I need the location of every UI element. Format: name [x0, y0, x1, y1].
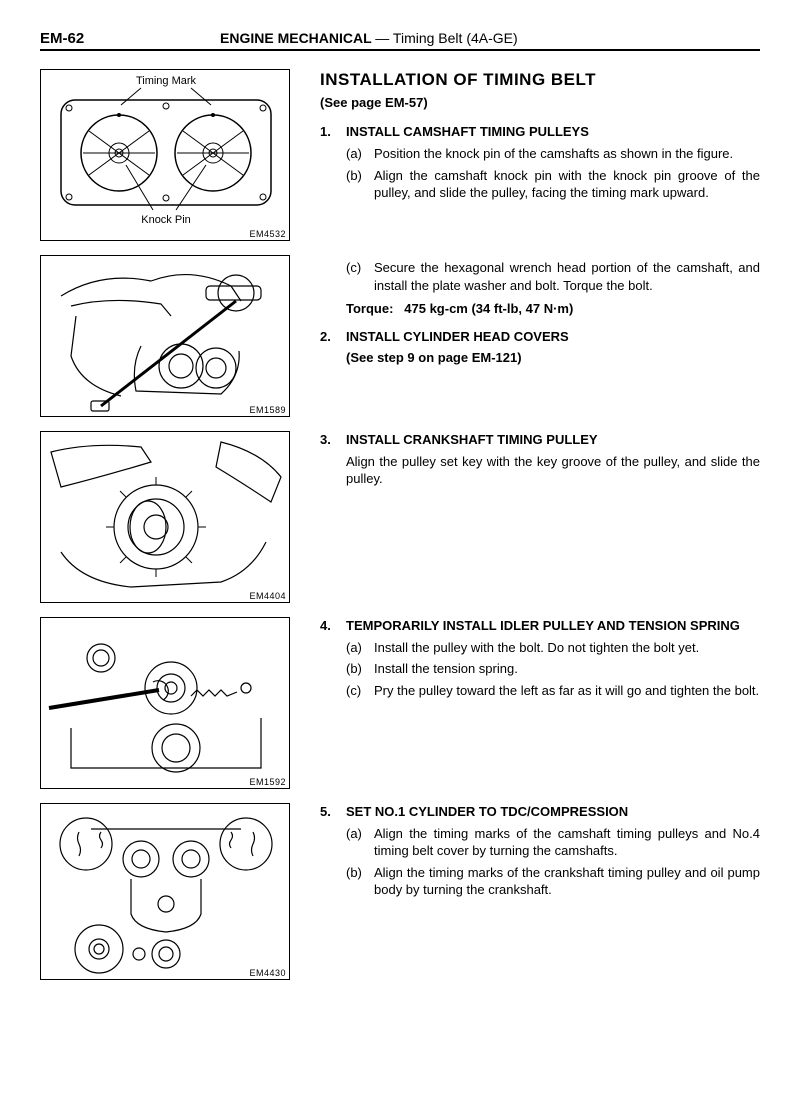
label-a: (a) [346, 639, 374, 657]
row-1: Timing Mark [40, 69, 760, 241]
row-2: EM1589 (c) Secure the hexagonal wrench h… [40, 255, 760, 417]
step-1c: (c) Secure the hexagonal wrench head por… [346, 259, 760, 294]
label-c: (c) [346, 259, 374, 294]
step-3-title: INSTALL CRANKSHAFT TIMING PULLEY [346, 431, 598, 449]
step-4c: (c) Pry the pulley toward the left as fa… [346, 682, 760, 700]
fig1-label-top: Timing Mark [136, 75, 197, 87]
label-a: (a) [346, 825, 374, 860]
step-3: 3. INSTALL CRANKSHAFT TIMING PULLEY [320, 431, 760, 449]
figure-1: Timing Mark [40, 69, 290, 241]
step-1b: (b) Align the camshaft knock pin with th… [346, 167, 760, 202]
step-4-num: 4. [320, 617, 346, 635]
fig1-label-bottom: Knock Pin [141, 214, 191, 226]
row-3: EM4404 3. INSTALL CRANKSHAFT TIMING PULL… [40, 431, 760, 603]
text-block-1: INSTALLATION OF TIMING BELT (See page EM… [320, 69, 760, 206]
step-1: 1. INSTALL CAMSHAFT TIMING PULLEYS [320, 123, 760, 141]
figure-4-id: EM1592 [249, 777, 286, 787]
figure-4: EM1592 [40, 617, 290, 789]
step-2: 2. INSTALL CYLINDER HEAD COVERS [320, 328, 760, 346]
label-b: (b) [346, 167, 374, 202]
step-5b: (b) Align the timing marks of the cranks… [346, 864, 760, 899]
step-5a-text: Align the timing marks of the camshaft t… [374, 825, 760, 860]
page-header: EM-62 ENGINE MECHANICAL — Timing Belt (4… [40, 30, 760, 51]
figure-1-id: EM4532 [249, 229, 286, 239]
text-block-4: 4. TEMPORARILY INSTALL IDLER PULLEY AND … [320, 617, 760, 703]
text-block-3: 3. INSTALL CRANKSHAFT TIMING PULLEY Alig… [320, 431, 760, 492]
step-2-title: INSTALL CYLINDER HEAD COVERS [346, 328, 569, 346]
header-title-group: ENGINE MECHANICAL — Timing Belt (4A-GE) [220, 30, 518, 46]
figure-2-id: EM1589 [249, 405, 286, 415]
step-4a-text: Install the pulley with the bolt. Do not… [374, 639, 699, 657]
step-3-num: 3. [320, 431, 346, 449]
step-1a: (a) Position the knock pin of the camsha… [346, 145, 760, 163]
step-5-title: SET NO.1 CYLINDER TO TDC/COMPRESSION [346, 803, 628, 821]
figure-3: EM4404 [40, 431, 290, 603]
step-2-ref: (See step 9 on page EM-121) [346, 349, 760, 367]
header-subsection: — Timing Belt (4A-GE) [375, 30, 517, 46]
step-1a-text: Position the knock pin of the camshafts … [374, 145, 733, 163]
step-1c-text: Secure the hexagonal wrench head portion… [374, 259, 760, 294]
figure-5: EM4430 [40, 803, 290, 980]
torque-value: 475 kg-cm (34 ft-lb, 47 N·m) [404, 301, 573, 316]
step-4b-text: Install the tension spring. [374, 660, 518, 678]
main-title: INSTALLATION OF TIMING BELT [320, 69, 760, 92]
torque-label: Torque: [346, 301, 393, 316]
step-1-title: INSTALL CAMSHAFT TIMING PULLEYS [346, 123, 589, 141]
figure-3-id: EM4404 [249, 591, 286, 601]
step-4b: (b) Install the tension spring. [346, 660, 760, 678]
row-5: EM4430 5. SET NO.1 CYLINDER TO TDC/COMPR… [40, 803, 760, 980]
figure-2: EM1589 [40, 255, 290, 417]
step-1-num: 1. [320, 123, 346, 141]
header-section: ENGINE MECHANICAL [220, 30, 372, 46]
step-5b-text: Align the timing marks of the crankshaft… [374, 864, 760, 899]
label-b: (b) [346, 660, 374, 678]
torque-line: Torque: 475 kg-cm (34 ft-lb, 47 N·m) [346, 300, 760, 318]
step-5: 5. SET NO.1 CYLINDER TO TDC/COMPRESSION [320, 803, 760, 821]
step-5-num: 5. [320, 803, 346, 821]
label-c: (c) [346, 682, 374, 700]
label-b: (b) [346, 864, 374, 899]
step-4a: (a) Install the pulley with the bolt. Do… [346, 639, 760, 657]
step-4-title: TEMPORARILY INSTALL IDLER PULLEY AND TEN… [346, 617, 740, 635]
step-4c-text: Pry the pulley toward the left as far as… [374, 682, 759, 700]
figure-5-id: EM4430 [249, 968, 286, 978]
text-block-5: 5. SET NO.1 CYLINDER TO TDC/COMPRESSION … [320, 803, 760, 903]
step-1b-text: Align the camshaft knock pin with the kn… [374, 167, 760, 202]
text-block-2: (c) Secure the hexagonal wrench head por… [320, 255, 760, 367]
page-number: EM-62 [40, 30, 220, 47]
step-2-num: 2. [320, 328, 346, 346]
row-4: EM1592 4. TEMPORARILY INSTALL IDLER PULL… [40, 617, 760, 789]
step-4: 4. TEMPORARILY INSTALL IDLER PULLEY AND … [320, 617, 760, 635]
see-page: (See page EM-57) [320, 94, 760, 112]
label-a: (a) [346, 145, 374, 163]
step-3-body: Align the pulley set key with the key gr… [346, 453, 760, 488]
step-5a: (a) Align the timing marks of the camsha… [346, 825, 760, 860]
